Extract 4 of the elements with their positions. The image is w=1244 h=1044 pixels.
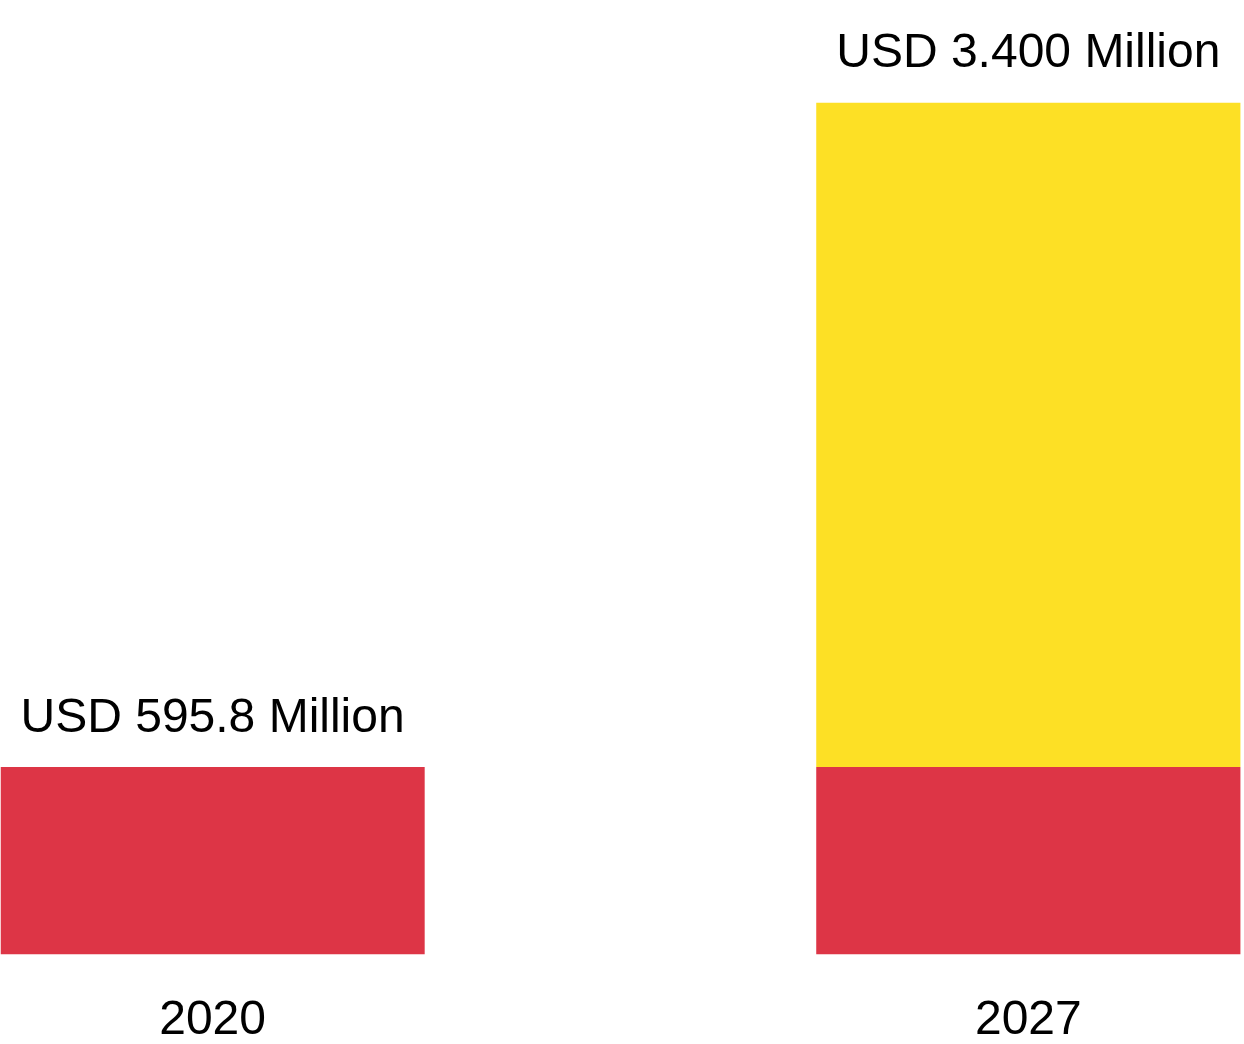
total-label: USD 3.400 Million [836, 24, 1221, 78]
total-label: USD 595.8 Million [20, 688, 405, 742]
x-tick-label: 2020 [159, 990, 266, 1044]
x-tick-label: 2027 [974, 990, 1082, 1044]
